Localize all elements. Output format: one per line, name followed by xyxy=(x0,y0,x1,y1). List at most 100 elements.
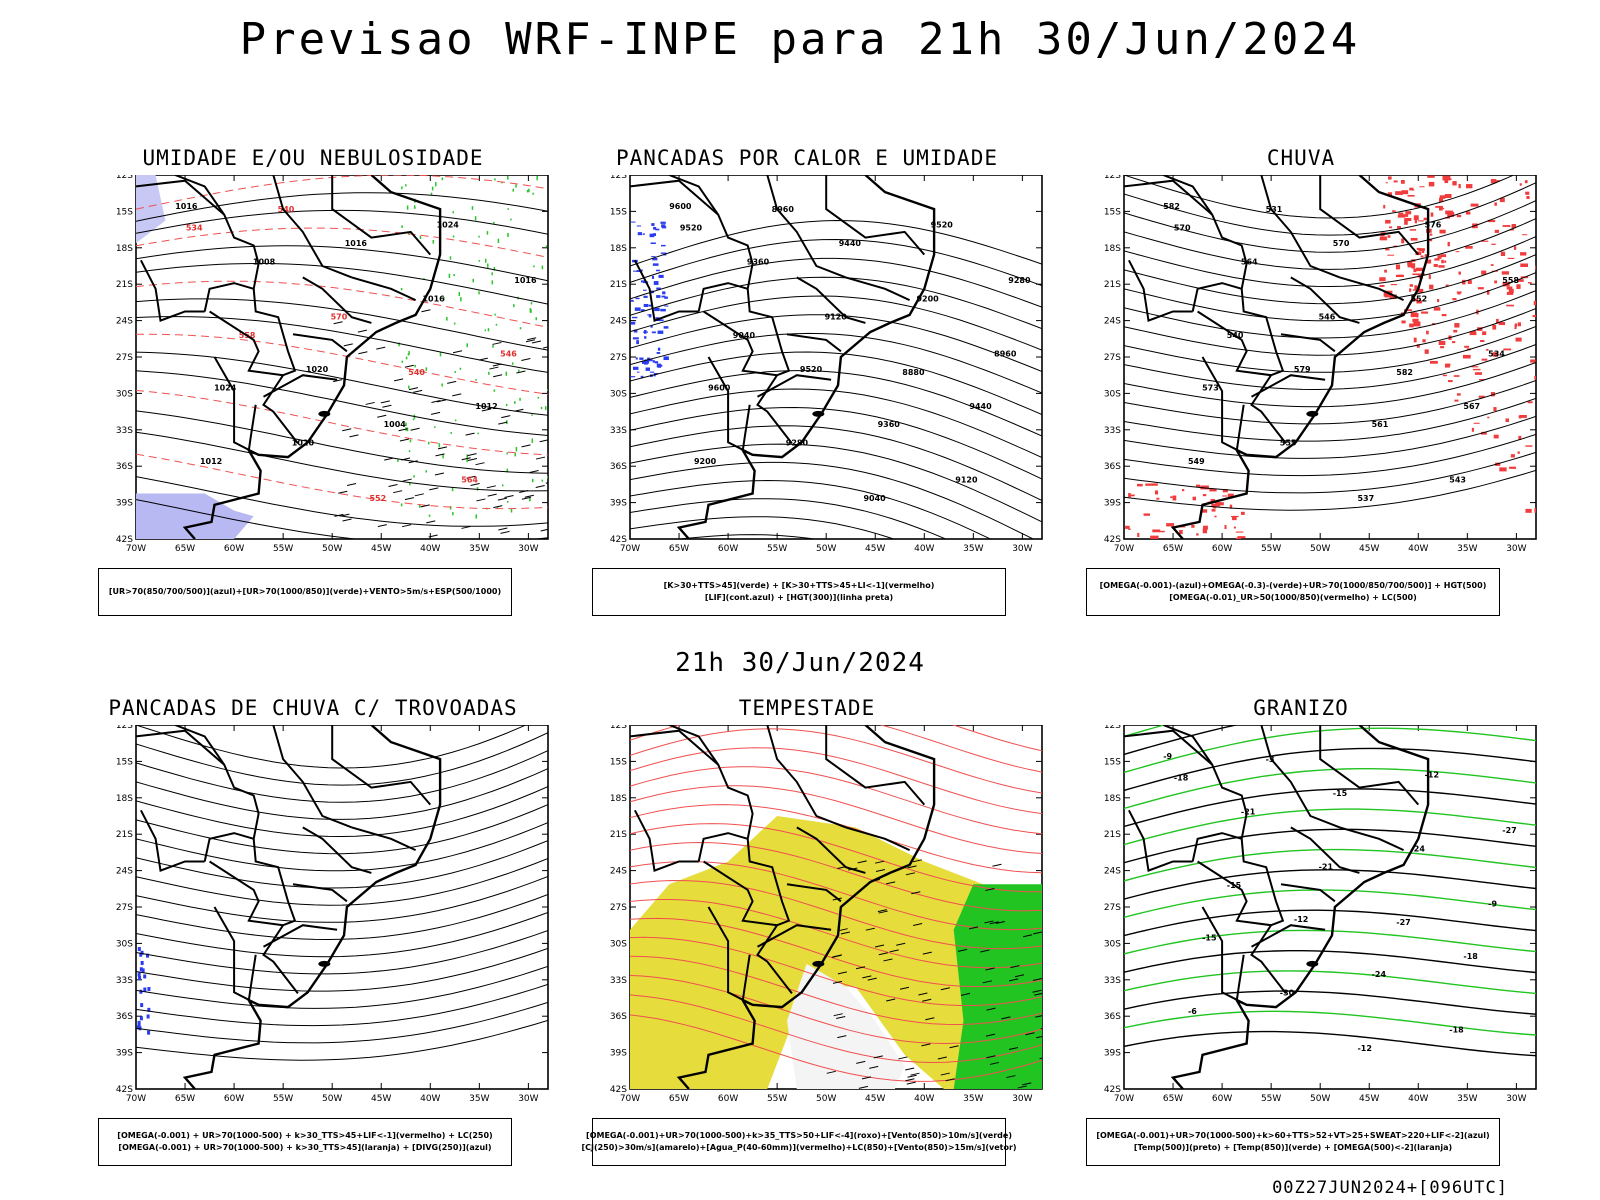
rain-red-speck xyxy=(1211,503,1221,507)
humidity-green-speck xyxy=(418,504,421,508)
wind-vector xyxy=(408,460,418,464)
lat-tick-label: 15S xyxy=(610,207,627,217)
lifted-index-blue-speck xyxy=(650,359,653,362)
wind-vector xyxy=(995,921,1005,924)
contour-line xyxy=(1124,415,1536,459)
legend-line-1: [K>30+TTS>45](verde) + [K>30+TTS>45+LI<-… xyxy=(663,581,935,590)
contour-line xyxy=(1124,768,1536,810)
humidity-green-speck xyxy=(494,313,496,316)
rain-red-speck xyxy=(1145,483,1154,486)
rain-red-speck xyxy=(1420,255,1424,258)
country-border xyxy=(1319,175,1420,256)
wind-vector xyxy=(874,860,885,864)
rain-red-speck xyxy=(1482,331,1487,336)
wind-vector xyxy=(883,958,893,962)
contour-label: 9280 xyxy=(786,439,809,448)
contour-line xyxy=(1124,727,1536,774)
lat-tick-label: 18S xyxy=(610,794,627,804)
contour-line xyxy=(1124,362,1536,408)
wind-vector xyxy=(346,483,357,487)
panel-legend: [OMEGA(-0.001) + UR>70(1000-500) + k>30_… xyxy=(98,1118,512,1166)
wind-vector xyxy=(504,494,514,498)
humidity-green-speck xyxy=(485,258,487,263)
rain-red-speck xyxy=(1527,282,1532,284)
rain-red-speck xyxy=(1429,284,1434,290)
lon-tick-label: 65W xyxy=(669,544,689,554)
rain-red-speck xyxy=(1466,184,1473,189)
wind-vector xyxy=(905,1078,915,1082)
wind-vector xyxy=(912,859,922,863)
contour-label: 570 xyxy=(331,313,348,322)
contour-label: 1004 xyxy=(384,420,407,429)
rain-red-speck xyxy=(1433,307,1441,311)
rain-red-speck xyxy=(1452,298,1457,301)
lon-tick-label: 35W xyxy=(1457,1094,1477,1104)
contour-line xyxy=(630,725,1042,773)
humidity-green-speck xyxy=(408,385,410,389)
wind-vector xyxy=(349,434,359,438)
rain-red-speck xyxy=(1390,284,1398,286)
wind-vector xyxy=(837,971,847,975)
rain-red-speck xyxy=(1211,509,1216,512)
rain-red-speck xyxy=(1470,203,1479,207)
lifted-index-blue-speck xyxy=(640,375,644,378)
humidity-green-speck xyxy=(547,475,548,479)
rain-red-speck xyxy=(1405,211,1412,215)
wind-vector xyxy=(452,350,463,354)
wind-vector xyxy=(982,980,992,984)
contour-line xyxy=(630,332,1042,394)
divergence-blue-speck xyxy=(140,960,144,965)
rain-red-speck xyxy=(1444,193,1452,198)
lifted-index-blue-speck xyxy=(649,371,655,373)
wind-vector xyxy=(878,952,888,956)
wind-vector xyxy=(414,493,424,497)
rain-red-speck xyxy=(1412,273,1421,276)
lifted-index-blue-speck xyxy=(663,356,669,361)
country-border xyxy=(1197,860,1272,927)
rain-red-speck xyxy=(1237,536,1246,539)
contour-line xyxy=(136,499,548,539)
wind-vector xyxy=(334,513,344,517)
contour-line xyxy=(136,725,527,769)
contour-label: 552 xyxy=(1410,294,1427,303)
humidity-green-speck xyxy=(458,292,461,297)
lagoon xyxy=(318,410,331,417)
contour-label: 1016 xyxy=(422,294,445,303)
wind-vector xyxy=(377,524,387,528)
rain-red-speck xyxy=(1385,182,1388,184)
contour-line xyxy=(630,406,1042,480)
wind-vector xyxy=(925,1017,935,1021)
rain-red-speck xyxy=(1224,525,1227,529)
divergence-blue-speck xyxy=(143,987,147,992)
humidity-green-speck xyxy=(496,507,499,509)
humidity-green-speck xyxy=(487,263,489,268)
humidity-green-speck xyxy=(510,218,512,221)
rain-red-speck xyxy=(1457,291,1461,295)
wind-vector xyxy=(874,944,885,948)
country-border xyxy=(302,826,372,874)
lifted-index-blue-speck xyxy=(641,309,645,312)
rain-red-speck xyxy=(1154,490,1159,495)
contour-line xyxy=(136,930,548,975)
rain-red-speck xyxy=(1413,215,1419,221)
rain-red-speck xyxy=(1441,313,1447,317)
wind-vector xyxy=(918,992,928,996)
country-border xyxy=(1201,906,1248,1006)
contour-line xyxy=(1124,254,1536,305)
wind-vector xyxy=(519,490,529,494)
divergence-blue-speck xyxy=(139,967,143,972)
wind-vector xyxy=(949,1045,959,1049)
humidity-green-speck xyxy=(406,205,409,210)
lon-tick-label: 60W xyxy=(1212,544,1232,554)
contour-line xyxy=(1124,909,1536,937)
lifted-index-blue-speck xyxy=(635,357,638,360)
contour-line xyxy=(1124,929,1536,955)
humidity-green-speck xyxy=(412,418,415,421)
contour-label: 570 xyxy=(1174,224,1191,233)
contour-line xyxy=(630,955,1042,1026)
country-border xyxy=(209,310,284,377)
country-border xyxy=(209,860,284,927)
rain-red-speck xyxy=(1418,248,1425,251)
country-border xyxy=(697,282,748,312)
